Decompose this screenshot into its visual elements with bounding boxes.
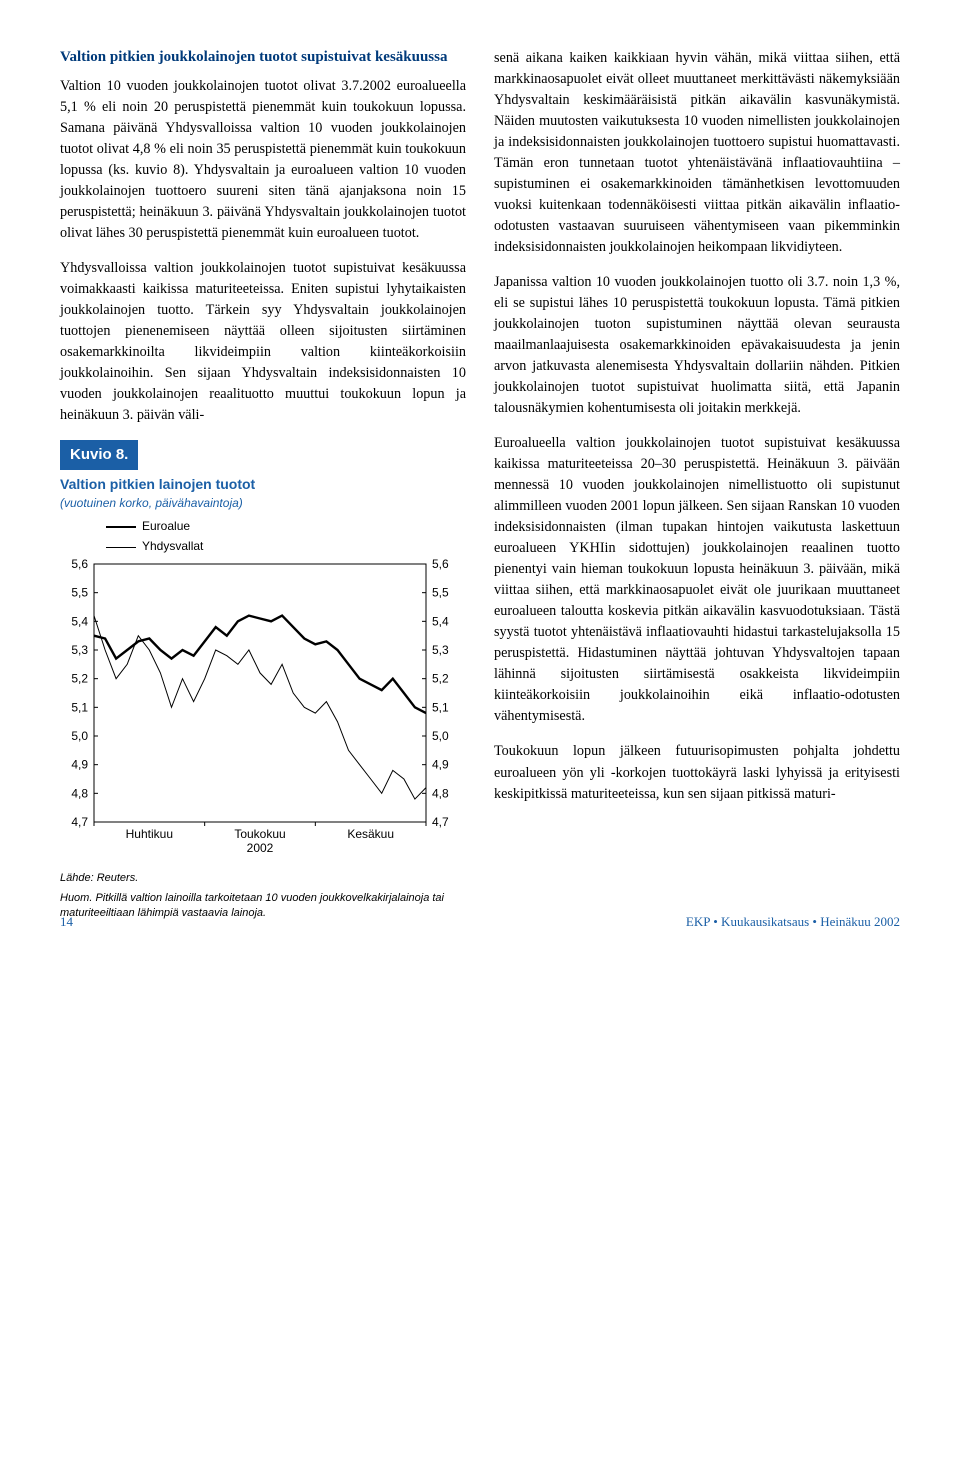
chart-figure: Kuvio 8. Valtion pitkien lainojen tuotot… [60, 440, 466, 920]
page-number: 14 [60, 914, 73, 930]
legend-swatch-euroalue [106, 526, 136, 528]
svg-text:4,8: 4,8 [71, 786, 88, 800]
chart-plot-area: 5,6 5,6 5,5 5,5 5,4 5,4 5,3 5,3 5,2 5,2 5,1 5,1 5,0 5… [60, 558, 466, 865]
chart-subtitle: Valtion pitkien lainojen tuotot [60, 474, 466, 495]
chart-source-note: Lähde: Reuters. [60, 871, 466, 885]
svg-text:5,5: 5,5 [71, 586, 88, 600]
svg-text:5,1: 5,1 [71, 700, 88, 714]
svg-text:4,8: 4,8 [432, 786, 449, 800]
svg-text:5,6: 5,6 [71, 558, 88, 571]
svg-text:5,1: 5,1 [432, 700, 449, 714]
two-column-layout: Valtion pitkien joukkolainojen tuotot su… [60, 48, 900, 920]
right-column: senä aikana kaiken kaikkiaan hyvin vähän… [494, 48, 900, 920]
paragraph: senä aikana kaiken kaikkiaan hyvin vähän… [494, 48, 900, 258]
paragraph: Valtion 10 vuoden joukkolainojen tuotot … [60, 76, 466, 244]
page-footer: 14 EKP • Kuukausikatsaus • Heinäkuu 2002 [60, 914, 900, 930]
legend-label: Yhdysvallat [142, 538, 203, 556]
paragraph: Japanissa valtion 10 vuoden joukkolainoj… [494, 272, 900, 419]
section-heading: Valtion pitkien joukkolainojen tuotot su… [60, 48, 466, 68]
chart-title-bar: Kuvio 8. [60, 440, 138, 470]
svg-text:4,9: 4,9 [71, 758, 88, 772]
svg-text:5,4: 5,4 [71, 614, 88, 628]
svg-text:5,3: 5,3 [432, 643, 449, 657]
svg-text:5,5: 5,5 [432, 586, 449, 600]
chart-svg: 5,6 5,6 5,5 5,5 5,4 5,4 5,3 5,3 5,2 5,2 5,1 5,1 5,0 5… [60, 558, 460, 858]
svg-text:5,4: 5,4 [432, 614, 449, 628]
page: Valtion pitkien joukkolainojen tuotot su… [0, 0, 960, 950]
paragraph: Toukokuun lopun jälkeen futuurisopimuste… [494, 741, 900, 804]
svg-text:2002: 2002 [247, 841, 274, 855]
legend-label: Euroalue [142, 518, 190, 536]
svg-text:5,6: 5,6 [432, 558, 449, 571]
chart-subsubtitle: (vuotuinen korko, päivähavaintoja) [60, 495, 466, 513]
svg-text:Huhtikuu: Huhtikuu [126, 827, 173, 841]
chart-legend: Euroalue Yhdysvallat [106, 518, 466, 556]
svg-text:4,7: 4,7 [432, 815, 449, 829]
legend-item-yhdysvallat: Yhdysvallat [106, 538, 466, 556]
svg-text:5,2: 5,2 [71, 672, 88, 686]
svg-text:5,2: 5,2 [432, 672, 449, 686]
svg-text:Toukokuu: Toukokuu [234, 827, 285, 841]
footer-publication: EKP • Kuukausikatsaus • Heinäkuu 2002 [686, 914, 900, 930]
svg-text:Kesäkuu: Kesäkuu [347, 827, 394, 841]
svg-text:5,0: 5,0 [71, 729, 88, 743]
paragraph: Euroalueella valtion joukkolainojen tuot… [494, 433, 900, 727]
svg-text:4,9: 4,9 [432, 758, 449, 772]
svg-text:5,0: 5,0 [432, 729, 449, 743]
paragraph: Yhdysvalloissa valtion joukkolainojen tu… [60, 258, 466, 426]
svg-text:4,7: 4,7 [71, 815, 88, 829]
svg-text:5,3: 5,3 [71, 643, 88, 657]
left-column: Valtion pitkien joukkolainojen tuotot su… [60, 48, 466, 920]
legend-item-euroalue: Euroalue [106, 518, 466, 536]
legend-swatch-yhdysvallat [106, 547, 136, 548]
